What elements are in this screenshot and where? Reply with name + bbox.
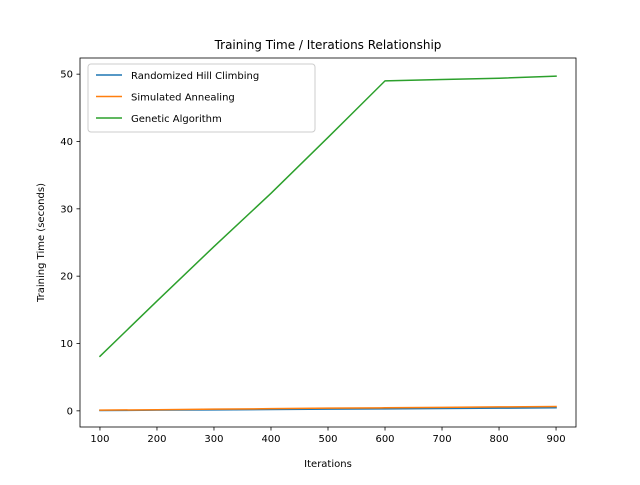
y-axis-label: Training Time (seconds) <box>36 183 47 303</box>
y-tick-label: 50 <box>60 70 73 81</box>
y-axis-ticks: 0 10 20 30 40 50 <box>60 70 80 417</box>
legend-label: Genetic Algorithm <box>131 114 222 125</box>
x-tick-label: 900 <box>546 434 565 445</box>
x-axis-label: Iterations <box>304 459 352 470</box>
series-line-simulated-annealing <box>99 405 557 411</box>
y-tick-label: 40 <box>60 137 73 148</box>
y-tick-label: 20 <box>60 272 73 283</box>
x-tick-label: 400 <box>261 434 280 445</box>
chart-title: Training Time / Iterations Relationship <box>214 38 442 52</box>
x-tick-label: 300 <box>204 434 223 445</box>
legend-label: Randomized Hill Climbing <box>131 71 259 82</box>
y-tick-label: 10 <box>60 339 73 350</box>
x-axis-ticks: 100 200 300 400 500 600 700 800 900 <box>90 427 566 445</box>
x-tick-label: 200 <box>147 434 166 445</box>
x-tick-label: 500 <box>318 434 337 445</box>
x-tick-label: 800 <box>489 434 508 445</box>
legend-label: Simulated Annealing <box>131 93 235 104</box>
legend: Randomized Hill Climbing Simulated Anneal… <box>87 63 316 133</box>
y-tick-label: 0 <box>67 406 73 417</box>
series-layer <box>98 75 557 412</box>
legend-box <box>87 63 316 133</box>
series-line-genetic-algorithm <box>98 75 557 358</box>
x-tick-label: 700 <box>432 434 451 445</box>
x-tick-label: 100 <box>90 434 109 445</box>
y-tick-label: 30 <box>60 204 73 215</box>
x-tick-label: 600 <box>375 434 394 445</box>
